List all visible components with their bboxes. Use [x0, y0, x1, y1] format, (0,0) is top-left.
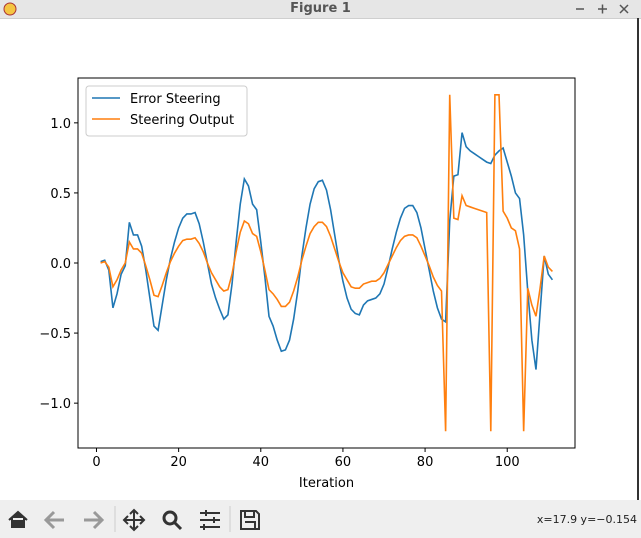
legend-box	[85, 85, 248, 137]
x-tick-label: 0	[92, 455, 100, 470]
home-button[interactable]	[8, 510, 28, 528]
toolbar-icons	[8, 506, 260, 532]
x-axis-label: Iteration	[299, 476, 354, 491]
y-tick-label: 1.0	[50, 117, 71, 132]
back-button[interactable]	[43, 510, 64, 530]
data-line	[100, 94, 553, 432]
x-tick-label: 100	[495, 455, 520, 470]
x-tick-label: 60	[335, 455, 352, 470]
title-bar: Figure 1	[0, 0, 641, 19]
y-tick-label: 0.0	[50, 257, 71, 272]
x-tick-label: 40	[253, 455, 270, 470]
save-button[interactable]	[240, 510, 260, 530]
chart: 0 20 40 60 80 100 −1.0 −0.5 0.0 0.5 1.0 Iteration Er…	[39, 18, 639, 500]
x-tick-label: 80	[417, 455, 434, 470]
forward-button[interactable]	[84, 510, 105, 530]
zoom-button[interactable]	[162, 510, 183, 531]
legend-label: Steering Output	[130, 113, 234, 128]
y-tick-label: −0.5	[39, 327, 71, 342]
window-title: Figure 1	[290, 1, 351, 16]
legend-label: Error Steering	[130, 92, 221, 107]
configure-button[interactable]	[200, 510, 220, 530]
maximize-button[interactable]	[598, 4, 607, 14]
y-tick-label: 0.5	[50, 187, 71, 202]
pan-button[interactable]	[122, 508, 146, 532]
x-tick-label: 20	[170, 455, 187, 470]
toolbar: x=17.9 y=−0.154	[0, 500, 641, 538]
data-line	[100, 132, 554, 370]
status-text: x=17.9 y=−0.154	[536, 513, 637, 526]
y-tick-label: −1.0	[39, 397, 71, 412]
plot-frame	[77, 77, 576, 449]
title-controls	[3, 2, 629, 16]
app-icon	[3, 2, 17, 16]
close-button[interactable]	[619, 4, 629, 14]
